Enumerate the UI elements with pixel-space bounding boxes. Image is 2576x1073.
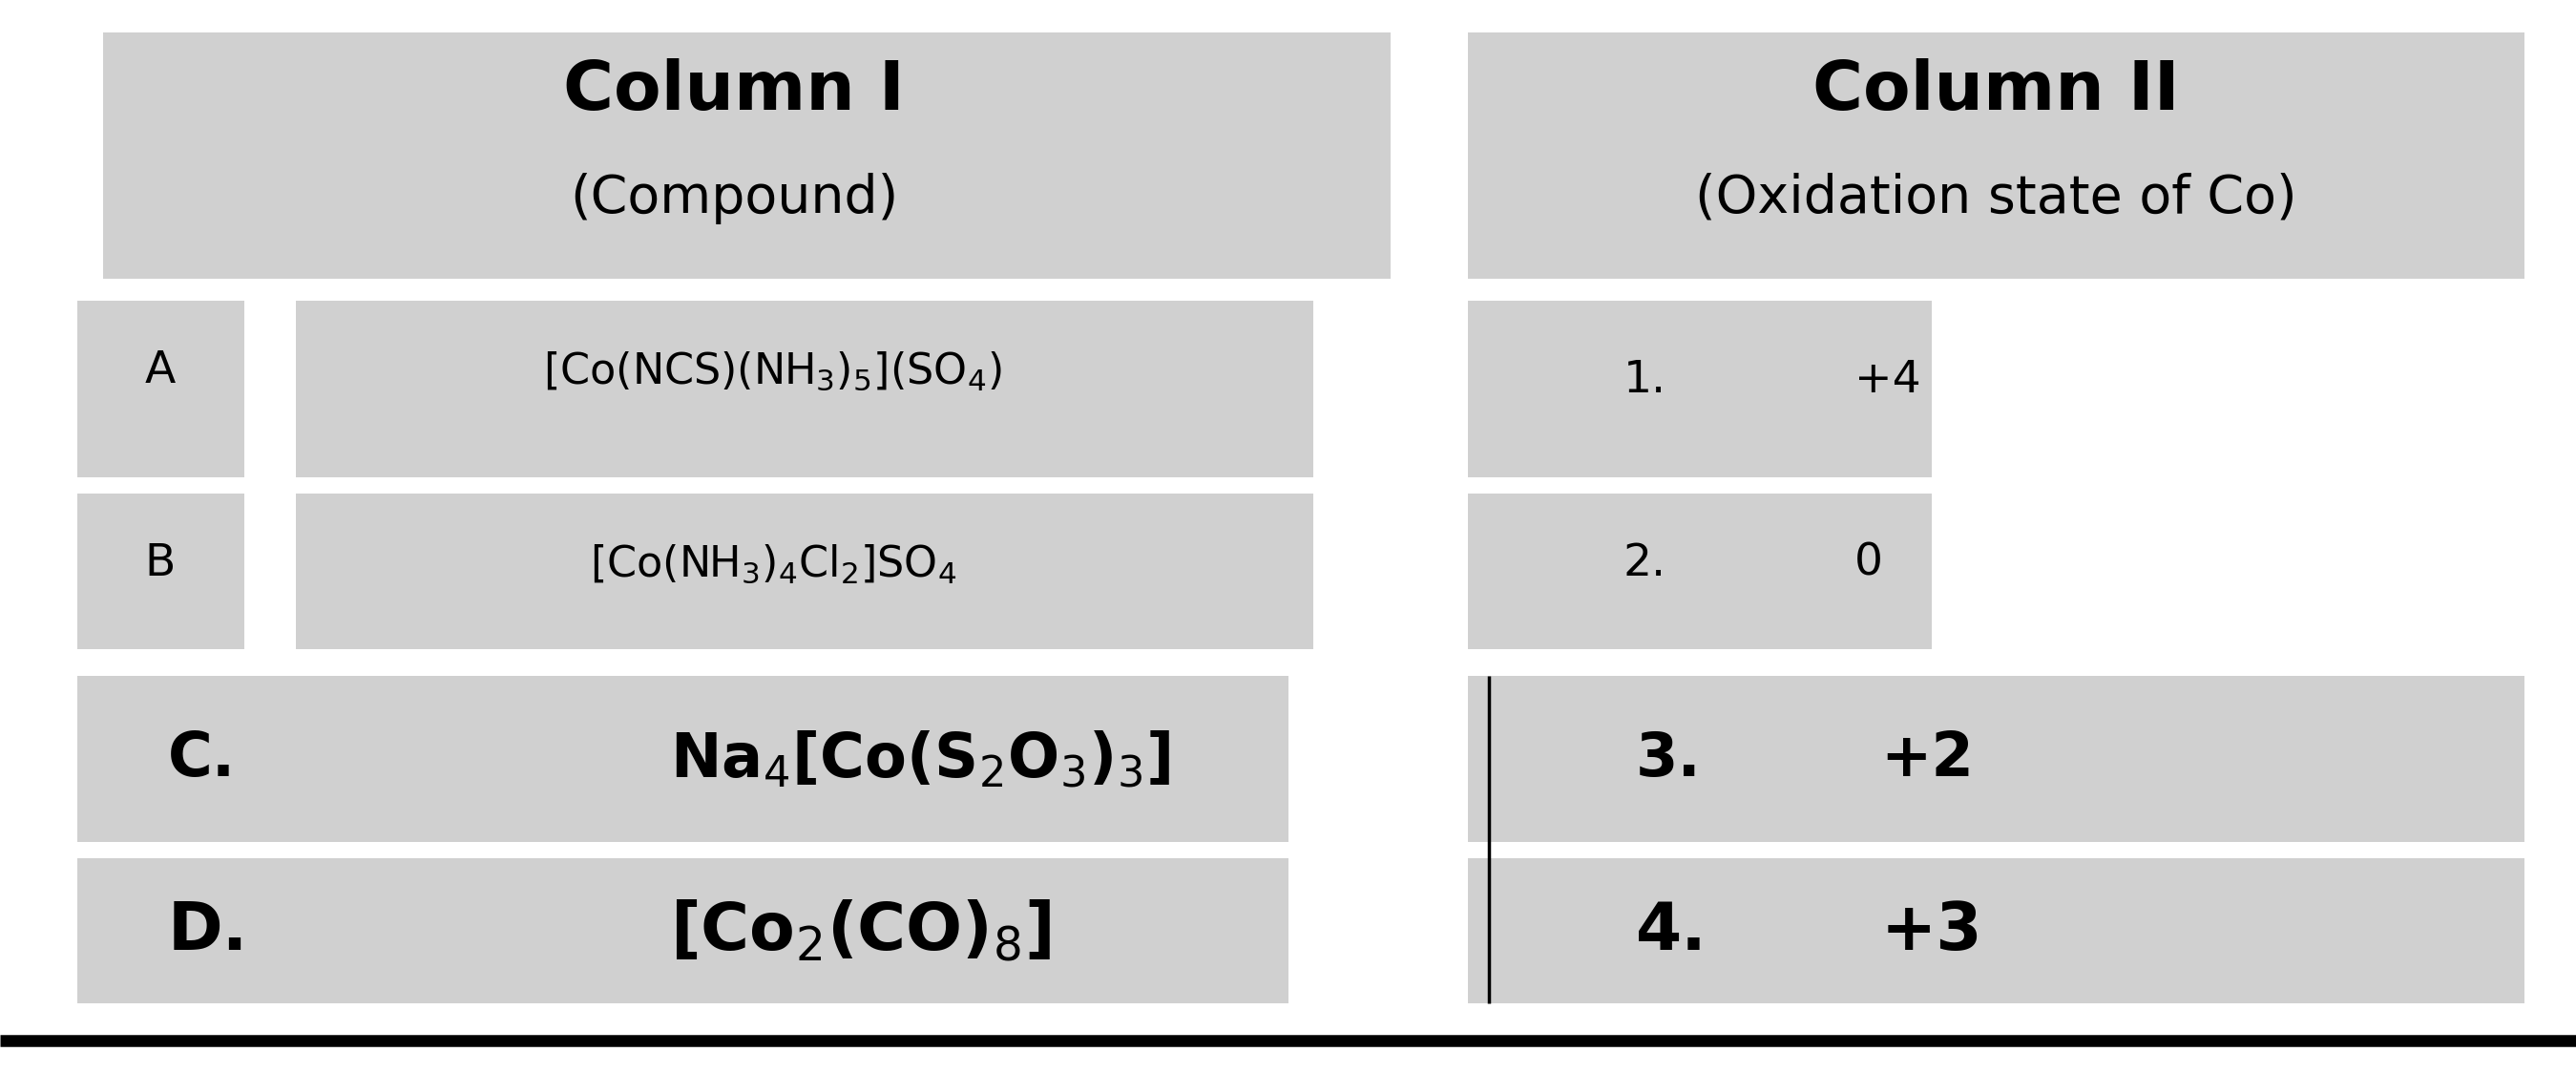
FancyBboxPatch shape bbox=[77, 676, 1288, 842]
Text: 1.: 1. bbox=[1623, 358, 1667, 401]
Text: [Co$_2$(CO)$_8$]: [Co$_2$(CO)$_8$] bbox=[670, 898, 1051, 964]
FancyBboxPatch shape bbox=[77, 858, 1288, 1003]
FancyBboxPatch shape bbox=[1468, 494, 1932, 649]
FancyBboxPatch shape bbox=[1468, 32, 2524, 279]
Text: (Oxidation state of Co): (Oxidation state of Co) bbox=[1695, 173, 2298, 224]
Text: +3: +3 bbox=[1880, 899, 1984, 962]
FancyBboxPatch shape bbox=[296, 494, 1314, 649]
FancyBboxPatch shape bbox=[1468, 858, 2524, 1003]
Text: Column II: Column II bbox=[1814, 58, 2179, 124]
Text: B: B bbox=[144, 542, 175, 585]
FancyBboxPatch shape bbox=[103, 32, 1391, 279]
Text: 2.: 2. bbox=[1623, 542, 1667, 585]
Text: Na$_4$[Co(S$_2$O$_3$)$_3$]: Na$_4$[Co(S$_2$O$_3$)$_3$] bbox=[670, 729, 1170, 790]
Text: 0: 0 bbox=[1855, 542, 1883, 585]
Text: [Co(NCS)(NH$_3$)$_5$](SO$_4$): [Co(NCS)(NH$_3$)$_5$](SO$_4$) bbox=[544, 350, 1002, 393]
FancyBboxPatch shape bbox=[1468, 300, 1932, 477]
FancyBboxPatch shape bbox=[77, 300, 245, 477]
Text: A: A bbox=[144, 350, 175, 393]
Text: C.: C. bbox=[167, 730, 234, 789]
FancyBboxPatch shape bbox=[1468, 676, 2524, 842]
FancyBboxPatch shape bbox=[77, 494, 245, 649]
Text: +4: +4 bbox=[1855, 358, 1922, 401]
Text: [Co(NH$_3$)$_4$Cl$_2$]SO$_4$: [Co(NH$_3$)$_4$Cl$_2$]SO$_4$ bbox=[590, 542, 956, 585]
Text: +2: +2 bbox=[1880, 730, 1973, 789]
Text: 4.: 4. bbox=[1636, 899, 1708, 962]
Text: Column I: Column I bbox=[564, 58, 904, 124]
Text: (Compound): (Compound) bbox=[569, 173, 899, 224]
Text: D.: D. bbox=[167, 899, 247, 962]
Text: 3.: 3. bbox=[1636, 730, 1700, 789]
FancyBboxPatch shape bbox=[296, 300, 1314, 477]
